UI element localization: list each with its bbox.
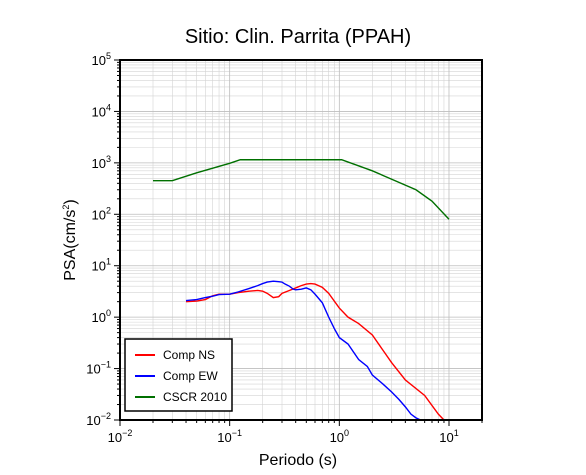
plot-frame [114,59,483,426]
series-line-cscr-2010 [153,159,450,220]
y-tick-labels: 10−2 10−1 100 101 102 103 104 105 [86,51,111,428]
x-tick-label: 100 [330,428,349,445]
y-tick-label: 10−1 [86,360,111,377]
legend-label: CSCR 2010 [163,390,227,404]
y-tick-label: 105 [92,51,111,68]
y-tick-label: 102 [92,205,111,222]
legend-label: Comp EW [163,369,218,383]
x-axis-label: Periodo (s) [259,452,337,469]
y-axis-label-main: PSA(cm/s [62,210,79,281]
y-tick-label: 104 [92,102,111,119]
y-axis-label: PSA(cm/s2) [61,199,79,280]
series-layer [153,159,450,421]
y-tick-label: 100 [92,308,111,325]
y-tick-label: 101 [92,257,111,274]
y-tick-label: 103 [92,154,111,171]
plot-border [119,59,483,421]
x-tick-label: 10−2 [108,428,133,445]
x-tick-label: 10−1 [217,428,242,445]
x-tick-labels: 10−2 10−1 100 101 [108,428,459,445]
legend: Comp NS Comp EW CSCR 2010 [124,338,233,412]
y-tick-label: 10−2 [86,411,111,428]
y-axis-label-sup: 2 [61,205,71,210]
chart-title: Sitio: Clin. Parrita (PPAH) [185,26,411,48]
y-axis-label-tail: ) [62,199,79,204]
legend-label: Comp NS [163,348,215,362]
x-tick-label: 101 [439,428,458,445]
series-line-comp-ew [185,280,421,421]
